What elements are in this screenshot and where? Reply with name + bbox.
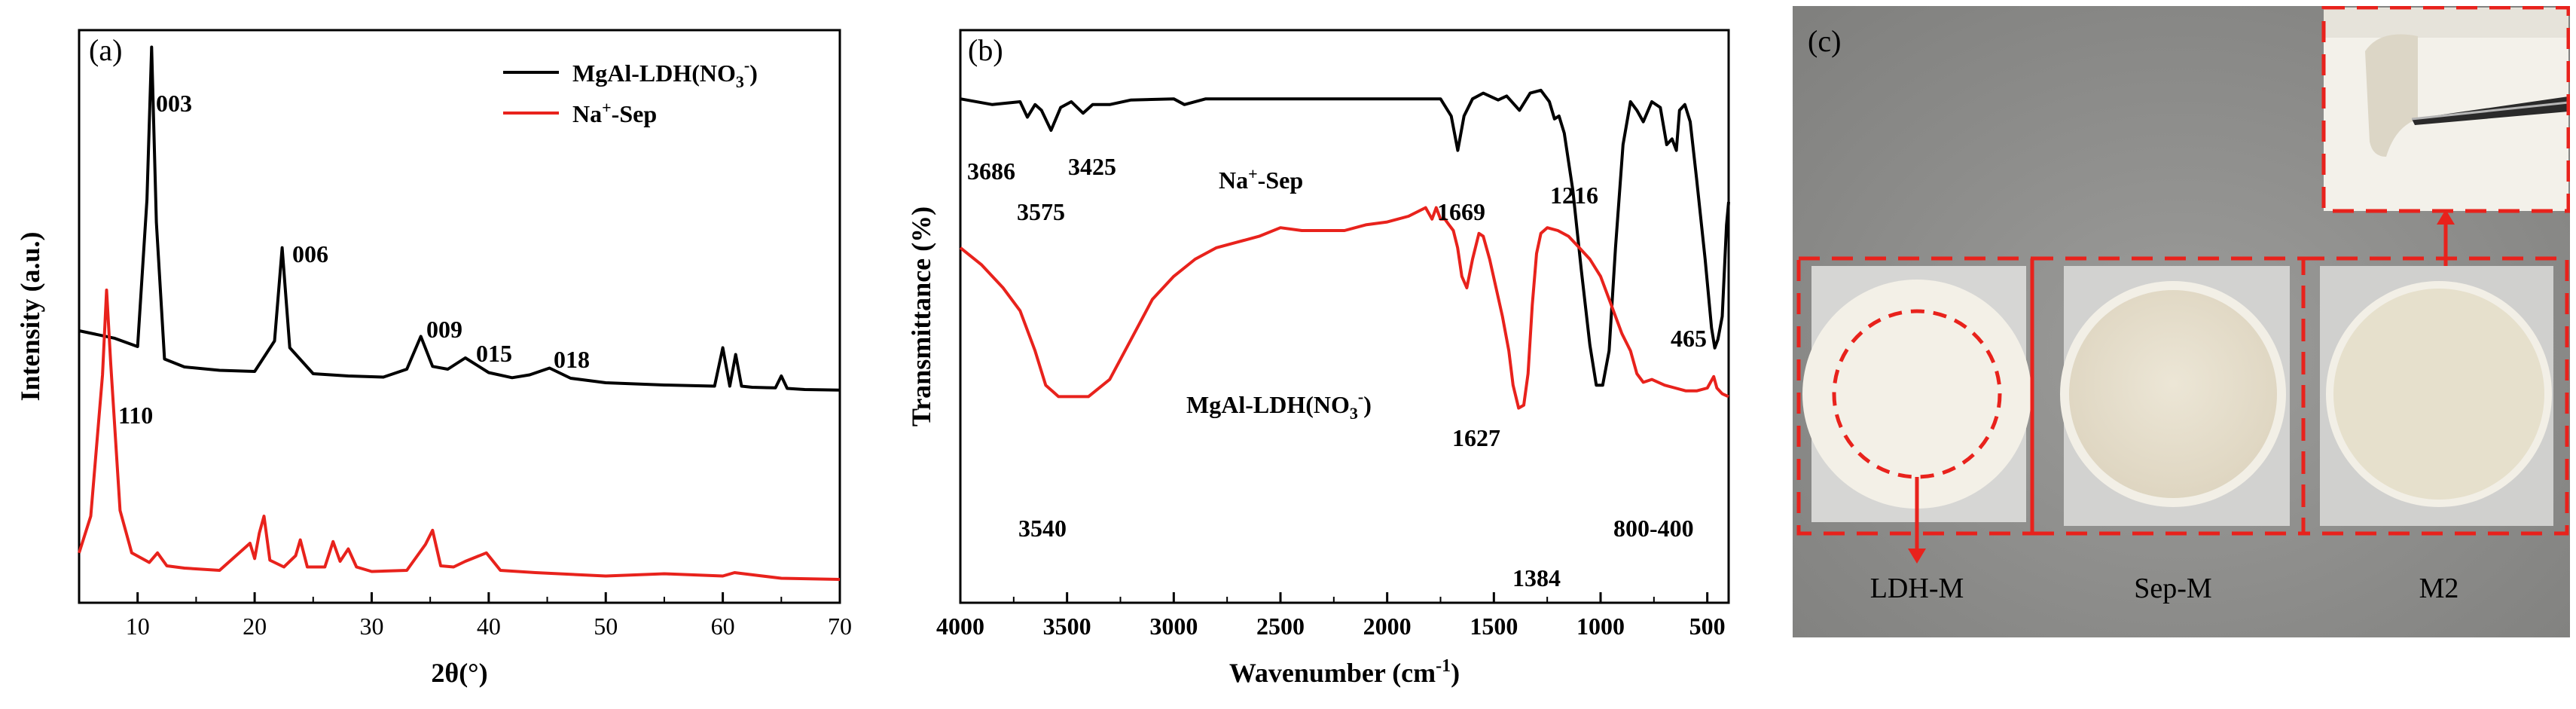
peak-label-1384: 1384 xyxy=(1512,564,1561,591)
peak-label-465: 465 xyxy=(1671,325,1707,352)
x-tick-label: 3000 xyxy=(1149,613,1198,640)
x-tick-label: 50 xyxy=(594,613,618,640)
panel-label-c: (c) xyxy=(1808,24,1841,58)
x-tick-label: 2500 xyxy=(1256,613,1305,640)
x-tick-label: 4000 xyxy=(936,613,984,640)
series-lines xyxy=(78,45,841,581)
x-tick-label: 40 xyxy=(477,613,501,640)
x-tick-label: 1500 xyxy=(1470,613,1518,640)
y-axis-label: Intensity (a.u.) xyxy=(15,231,45,401)
caption-ldh-m: LDH-M xyxy=(1870,573,1964,604)
caption-m2: M2 xyxy=(2419,573,2459,604)
plot-frame xyxy=(959,29,1730,604)
series-label-sep: Na+-Sep xyxy=(1219,164,1303,194)
x-tick-label: 10 xyxy=(126,613,150,640)
dashed-box-ldh xyxy=(1796,256,2034,536)
peak-label-1216: 1216 xyxy=(1550,182,1598,209)
x-tick-label: 3500 xyxy=(1043,613,1091,640)
x-axis-ticks: 4000 3500 3000 2500 2000 1500 1000 500 xyxy=(936,592,1726,640)
x-tick-label: 2000 xyxy=(1363,613,1412,640)
peak-label-800-400: 800-400 xyxy=(1613,515,1694,542)
peak-label-1627: 1627 xyxy=(1452,424,1500,451)
peak-label-015: 015 xyxy=(476,340,512,367)
x-tick-label: 1000 xyxy=(1576,613,1625,640)
ftir-chart: 4000 3500 3000 2500 2000 1500 1000 500 (b) 3686… xyxy=(906,29,1730,688)
x-axis-label: Wavenumber (cm-1) xyxy=(1229,656,1460,688)
x-tick-label: 20 xyxy=(243,613,267,640)
series-lines xyxy=(959,88,1730,410)
series-line-1 xyxy=(959,206,1729,410)
xrd-chart: 10 20 30 40 50 60 70 (a) MgAl-LDH(NO3-) Na+-Se… xyxy=(15,29,852,688)
peak-label-003: 003 xyxy=(156,90,192,117)
peak-label-1669: 1669 xyxy=(1437,198,1485,225)
peak-label-3575: 3575 xyxy=(1017,198,1065,225)
membrane-photo: (c) LDH-M Sep-M M2 xyxy=(1793,6,2570,637)
plot-frame xyxy=(78,29,841,604)
caption-sep-m: Sep-M xyxy=(2134,573,2211,604)
peak-label-009: 009 xyxy=(426,316,462,343)
x-tick-label: 70 xyxy=(828,613,852,640)
series-line-1 xyxy=(78,289,841,581)
x-tick-label: 500 xyxy=(1689,613,1726,640)
dashed-circle xyxy=(1832,309,2002,479)
arrow-head-down xyxy=(1908,549,1926,564)
y-axis-label: Transmittance (%) xyxy=(906,206,936,426)
x-axis-ticks: 10 20 30 40 50 60 70 xyxy=(126,592,852,640)
peak-label-006: 006 xyxy=(292,240,328,267)
series-label-ldh: MgAl-LDH(NO3-) xyxy=(1186,387,1372,423)
inset-flexible-membrane xyxy=(2321,6,2570,213)
arrow-head-up xyxy=(2437,209,2455,225)
sample-m2 xyxy=(2301,256,2569,536)
peak-label-018: 018 xyxy=(554,346,590,373)
x-tick-label: 60 xyxy=(711,613,735,640)
legend-label-ldh: MgAl-LDH(NO3-) xyxy=(572,56,758,91)
panel-label-b: (b) xyxy=(968,33,1003,67)
x-tick-label: 30 xyxy=(359,613,383,640)
peak-label-3686: 3686 xyxy=(967,157,1015,185)
sample-sep-m xyxy=(2030,256,2306,536)
x-axis-label: 2θ(°) xyxy=(431,658,487,688)
legend-label-sep: Na+-Sep xyxy=(572,98,657,127)
series-line-0 xyxy=(78,45,841,392)
peak-label-3425: 3425 xyxy=(1068,153,1116,180)
panel-label-a: (a) xyxy=(89,33,122,67)
peak-label-3540: 3540 xyxy=(1018,515,1067,542)
dashed-box-m2 xyxy=(2301,256,2569,536)
series-line-0 xyxy=(960,88,1730,387)
peak-label-110: 110 xyxy=(118,402,153,429)
